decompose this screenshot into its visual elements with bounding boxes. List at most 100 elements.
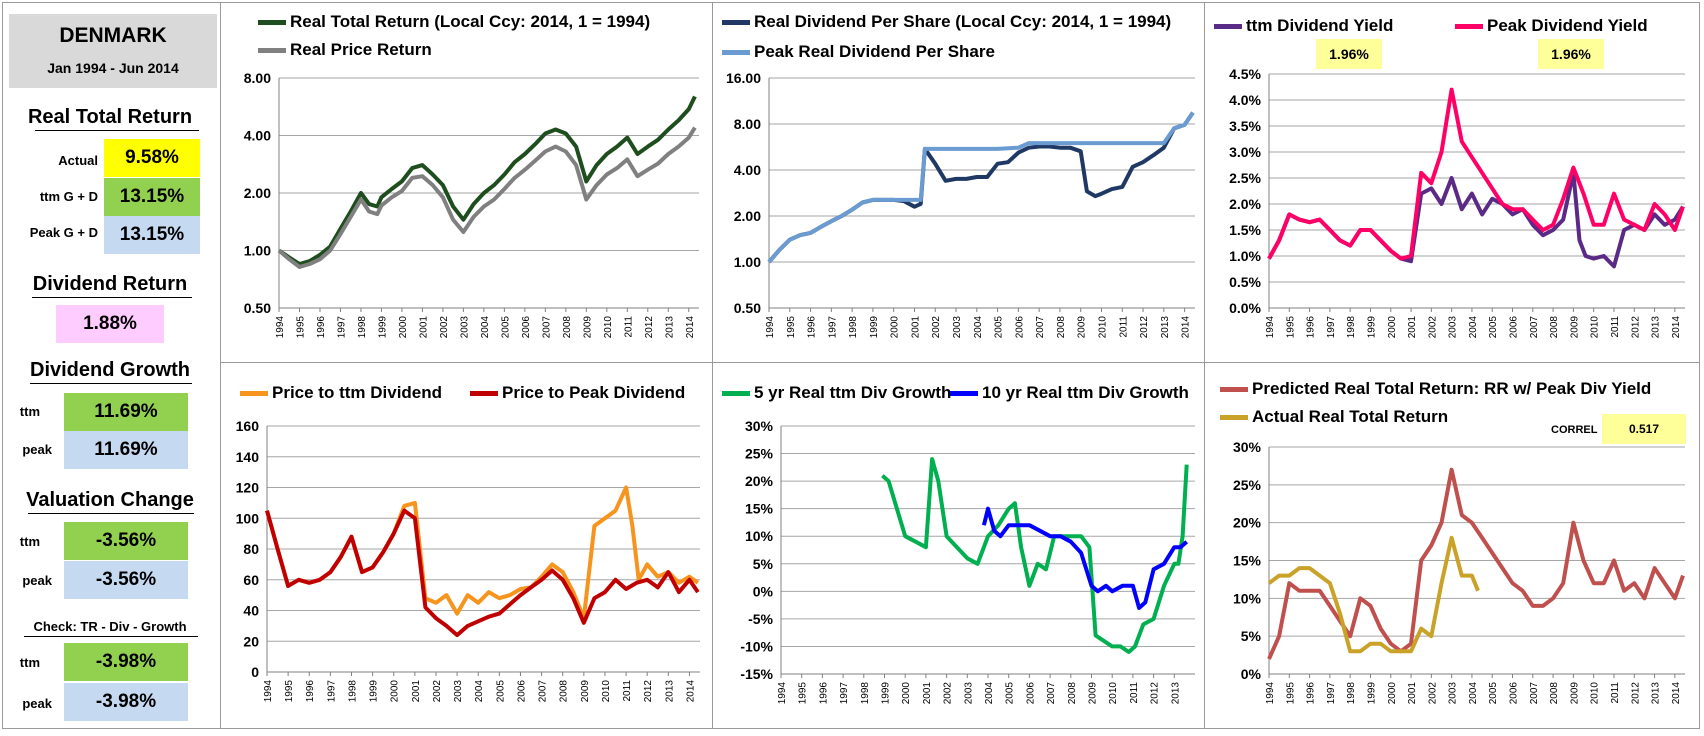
x-tick-label: 2002	[1427, 316, 1438, 339]
y-tick-label: -10%	[740, 638, 773, 654]
x-tick-label: 1998	[1346, 316, 1357, 339]
x-tick-label: 2002	[931, 316, 942, 339]
series-line	[767, 111, 1195, 264]
y-tick-label: 20	[243, 633, 259, 649]
y-tick-label: 4.00	[734, 162, 761, 178]
y-tick-label: 20%	[1233, 515, 1262, 531]
legend-label: 10 yr Real ttm Div Growth	[982, 383, 1189, 402]
heading-underline	[24, 636, 198, 637]
country-box: DENMARK Jan 1994 - Jun 2014	[9, 14, 217, 88]
x-tick-label: 2007	[1529, 316, 1540, 339]
legend-label: 5 yr Real ttm Div Growth	[754, 383, 952, 402]
series-line	[881, 457, 1189, 654]
ttm-gd-label: ttm G + D	[39, 189, 98, 204]
y-tick-label: 1.00	[244, 243, 271, 259]
x-tick-label: 2000	[398, 316, 409, 339]
heading-underline	[30, 383, 192, 384]
legend-swatch	[722, 19, 750, 25]
x-tick-label: 1999	[869, 316, 880, 339]
x-tick-label: 2006	[516, 680, 527, 703]
x-tick-label: 1998	[347, 680, 358, 703]
legend-label: Predicted Real Total Return: RR w/ Peak …	[1252, 379, 1652, 398]
x-tick-label: 2001	[1407, 682, 1418, 705]
column-divider-1	[712, 2, 713, 729]
x-tick-label: 1998	[357, 316, 368, 339]
x-tick-label: 2005	[1488, 682, 1499, 705]
x-tick-label: 2013	[1651, 682, 1662, 705]
y-tick-label: 3.0%	[1229, 144, 1261, 160]
x-tick-label: 1995	[284, 680, 295, 703]
x-tick-label: 1997	[1326, 316, 1337, 339]
vc-peak-label: peak	[22, 573, 52, 588]
x-tick-label: 2003	[459, 316, 470, 339]
dg-ttm-label: ttm	[19, 404, 40, 419]
heading-underline	[32, 297, 192, 298]
dividend-return-heading: Dividend Return	[32, 273, 188, 295]
x-tick-label: 2006	[1025, 682, 1036, 705]
x-tick-label: 2004	[474, 680, 485, 703]
y-tick-label: 8.00	[734, 116, 761, 132]
date-range: Jan 1994 - Jun 2014	[47, 60, 179, 76]
x-tick-label: 1998	[860, 682, 871, 705]
x-tick-label: 2010	[601, 680, 612, 703]
x-tick-label: 1994	[263, 680, 274, 703]
x-tick-label: 2008	[562, 316, 573, 339]
x-tick-label: 2005	[495, 680, 506, 703]
series-line	[1267, 87, 1685, 261]
x-tick-label: 2009	[1569, 682, 1580, 705]
y-tick-label: 10%	[745, 528, 774, 544]
check-peak-label: peak	[22, 696, 52, 711]
legend-swatch	[722, 49, 750, 55]
y-tick-label: 1.5%	[1229, 222, 1261, 238]
y-tick-label: 2.0%	[1229, 196, 1261, 212]
legend-label: Peak Dividend Yield	[1487, 16, 1648, 35]
x-tick-label: 2004	[480, 316, 491, 339]
x-tick-label: 2005	[1005, 682, 1016, 705]
vc-ttm-value: -3.56%	[64, 522, 188, 560]
x-tick-label: 2011	[623, 316, 634, 338]
x-tick-label: 2012	[1630, 316, 1641, 339]
x-tick-label: 2011	[1118, 316, 1129, 338]
x-tick-label: 2012	[643, 680, 654, 703]
sidebar-divider	[220, 2, 221, 729]
x-tick-label: 2000	[390, 680, 401, 703]
x-tick-label: 1997	[839, 682, 850, 705]
series-line	[265, 508, 700, 638]
x-tick-label: 2011	[1610, 316, 1621, 338]
series-line	[767, 111, 1195, 264]
x-tick-label: 2006	[1014, 316, 1025, 339]
y-tick-label: 160	[236, 418, 260, 434]
x-tick-label: 2004	[1468, 316, 1479, 339]
correl-label: CORREL	[1551, 424, 1598, 436]
dg-peak-label: peak	[22, 442, 52, 457]
legend-entry: ttm Dividend Yield	[1214, 16, 1393, 36]
legend-label: ttm Dividend Yield	[1246, 16, 1394, 35]
legend-label: Real Total Return (Local Ccy: 2014, 1 = …	[290, 12, 651, 31]
x-tick-label: 2014	[1181, 316, 1192, 339]
x-tick-label: 2007	[541, 316, 552, 339]
legend-label: Price to ttm Dividend	[272, 383, 443, 402]
y-tick-label: 30%	[745, 418, 774, 434]
legend-swatch	[1214, 23, 1242, 29]
y-tick-label: 0%	[753, 583, 774, 599]
x-tick-label: 1994	[777, 682, 788, 705]
y-tick-label: 2.00	[244, 185, 271, 201]
x-tick-label: 2009	[1088, 682, 1099, 705]
x-tick-label: 1996	[1306, 682, 1317, 705]
ttm-yield-badge: 1.96%	[1316, 39, 1382, 69]
y-tick-label: 15%	[745, 501, 774, 517]
x-tick-label: 2003	[952, 316, 963, 339]
x-tick-label: 1994	[1265, 316, 1276, 339]
x-tick-label: 2001	[910, 316, 921, 339]
x-tick-label: 2010	[603, 316, 614, 339]
legend-label: Price to Peak Dividend	[502, 383, 686, 402]
y-tick-label: 4.00	[244, 128, 271, 144]
x-tick-label: 2002	[1427, 682, 1438, 705]
legend-swatch	[1455, 23, 1483, 29]
x-tick-label: 2008	[1549, 682, 1560, 705]
x-tick-label: 2014	[685, 316, 696, 339]
x-tick-label: 1999	[369, 680, 380, 703]
peak-yield-badge: 1.96%	[1538, 39, 1604, 69]
legend-swatch	[258, 47, 286, 53]
check-peak-value: -3.98%	[64, 683, 188, 721]
